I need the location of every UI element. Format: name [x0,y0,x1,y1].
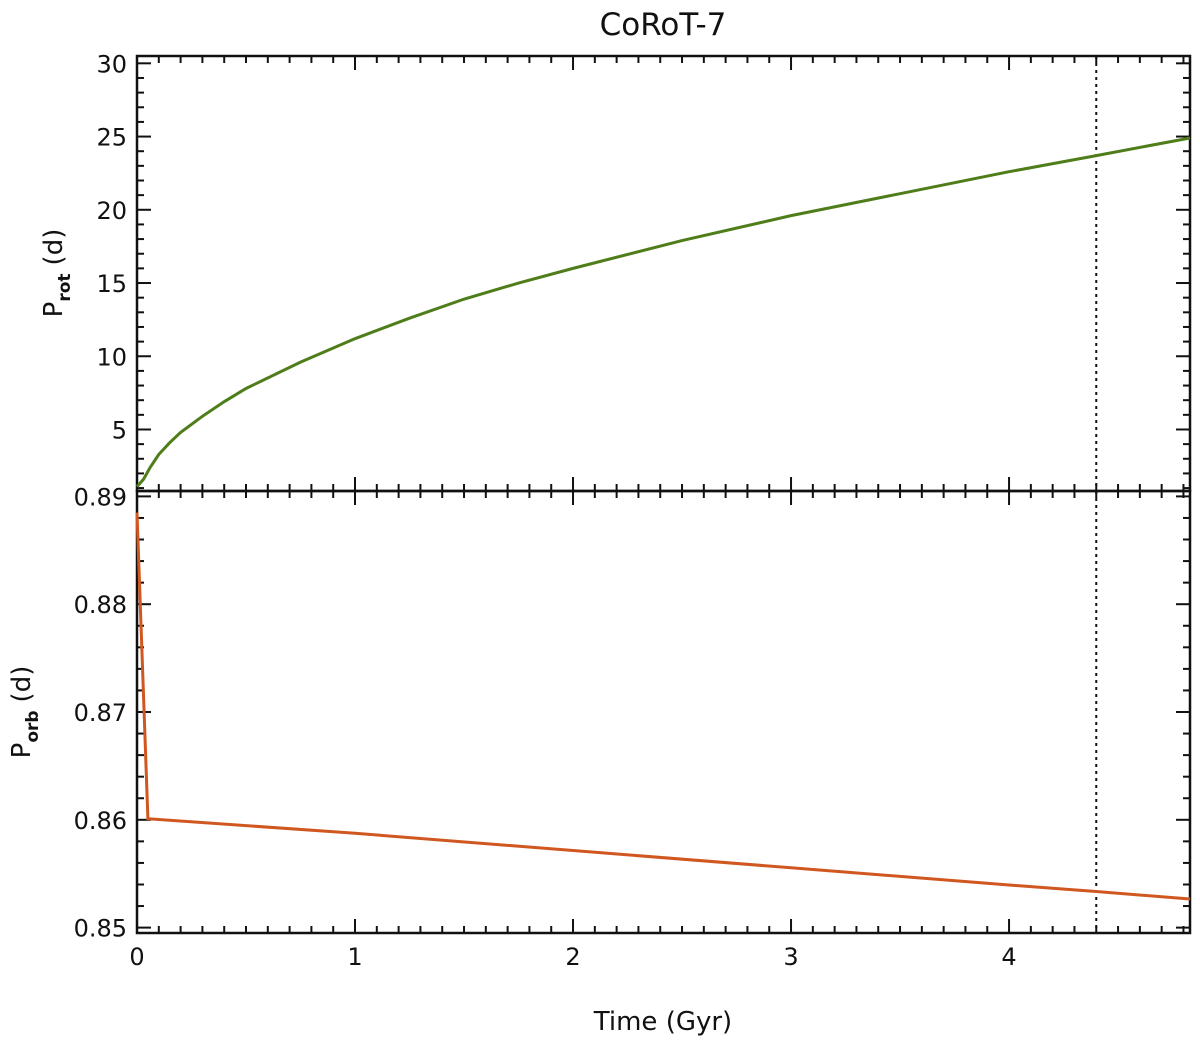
x-tick-label: 1 [347,943,362,971]
bottom-y-tick-label: 0.86 [74,807,127,835]
bottom-y-tick-label: 0.88 [74,591,127,619]
x-tick-labels: 0 1 2 3 4 [129,943,1016,971]
top-y-axis-title-unit: (d) [39,229,69,266]
top-y-tick-label: 15 [96,270,127,298]
bottom-y-axis-title-unit: (d) [7,666,37,703]
top-y-tick-label: 25 [96,124,127,152]
top-y-tick-label: 5 [112,416,127,444]
rotation-period-panel: 5 10 15 20 25 30 Prot (d) [39,50,1192,493]
bottom-y-tick-label: 0.89 [74,483,127,511]
bottom-tick-marks [136,491,1190,933]
bottom-y-axis-title-subscript: orb [23,710,43,742]
bottom-plot-frame [135,489,1192,935]
top-y-axis-title: Prot (d) [39,229,75,318]
x-tick-label: 4 [1001,943,1016,971]
top-y-tick-label: 10 [96,343,127,371]
x-axis-title: Time (Gyr) [593,1007,732,1037]
top-y-axis-title-subscript: rot [55,273,75,301]
x-tick-label: 3 [783,943,798,971]
bottom-y-tick-labels: 0.85 0.86 0.87 0.88 0.89 [74,483,127,942]
rotation-period-series-line [135,136,1191,488]
bottom-y-tick-label: 0.85 [74,915,127,943]
top-plot-frame [135,54,1192,493]
top-y-tick-labels: 5 10 15 20 25 30 [96,50,127,444]
bottom-y-axis-title: Porb (d) [7,666,43,759]
top-y-axis-title-main: P [39,302,69,318]
x-tick-label: 2 [565,943,580,971]
top-y-tick-label: 30 [96,50,127,78]
orbital-period-panel: 0.85 0.86 0.87 0.88 0.89 0 1 2 3 4 Porb (d) Time … [7,483,1192,1037]
chart-title: CoRoT-7 [600,7,727,43]
top-tick-marks [136,56,1190,491]
bottom-y-axis-title-main: P [7,743,37,759]
bottom-y-tick-label: 0.87 [74,699,127,727]
top-y-tick-label: 20 [96,197,127,225]
orbital-period-series-line [135,512,1191,901]
x-tick-label: 0 [129,943,144,971]
